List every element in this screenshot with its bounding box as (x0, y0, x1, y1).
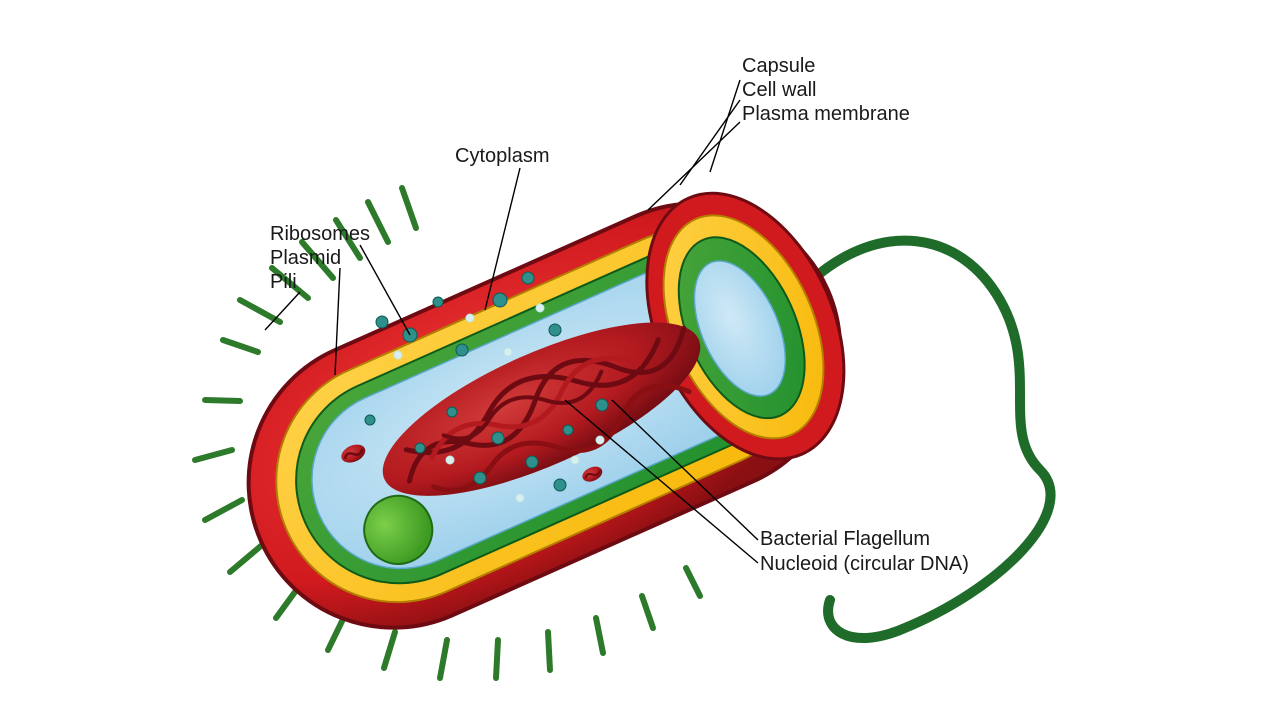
label-ribosomes: Ribosomes (270, 223, 370, 245)
label-pili: Pili (270, 271, 297, 293)
label-nucleoid: Nucleoid (circular DNA) (760, 553, 969, 575)
label-plasmamem: Plasma membrane (742, 103, 910, 125)
label-capsule: Capsule (742, 55, 815, 77)
label-cytoplasm: Cytoplasm (455, 145, 549, 167)
flagellum (812, 241, 1051, 638)
label-plasmid: Plasmid (270, 247, 341, 269)
bacterial-cell-diagram: CapsuleCell wallPlasma membrane Cytoplasm… (0, 0, 1280, 720)
label-flagellum: Bacterial Flagellum (760, 528, 930, 550)
label-cellwall: Cell wall (742, 79, 816, 101)
